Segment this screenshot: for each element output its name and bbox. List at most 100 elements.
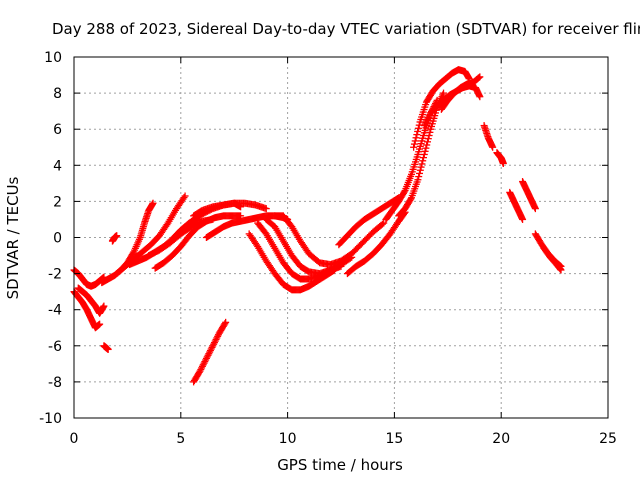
data-point (149, 199, 157, 207)
data-point (425, 132, 433, 140)
data-point (489, 143, 497, 151)
data-point (416, 166, 424, 174)
data-point (205, 350, 213, 358)
data-point (113, 232, 121, 240)
data-point (380, 219, 388, 227)
data-point (414, 127, 422, 135)
x-tick-label: 20 (492, 431, 510, 447)
data-point (210, 340, 218, 348)
y-tick-label: -6 (48, 339, 62, 355)
data-point (400, 188, 408, 196)
data-point (423, 117, 431, 125)
data-point (417, 163, 425, 171)
data-point (197, 365, 205, 373)
x-axis-label: GPS time / hours (277, 456, 403, 474)
data-point (203, 353, 211, 361)
data-point (414, 176, 422, 184)
data-point (476, 73, 484, 81)
data-point (415, 169, 423, 177)
data-point (519, 215, 527, 223)
data-point (180, 194, 188, 202)
data-point (209, 342, 217, 350)
data-point (206, 347, 214, 355)
data-point (198, 364, 206, 372)
x-tick-label: 5 (176, 431, 185, 447)
data-point (411, 137, 419, 145)
data-point (201, 358, 209, 366)
data-point (221, 320, 229, 328)
grid-lines (74, 57, 608, 418)
data-point (499, 159, 507, 167)
data-point (196, 367, 204, 375)
y-tick-label: 8 (53, 86, 62, 102)
data-point (211, 337, 219, 345)
data-point (531, 205, 539, 213)
y-tick-label: 2 (53, 194, 62, 210)
x-tick-label: 25 (599, 431, 617, 447)
data-point (204, 351, 212, 359)
data-point (104, 345, 112, 353)
y-tick-label: -8 (48, 375, 62, 391)
data-point (419, 157, 427, 165)
data-point (422, 118, 430, 126)
data-point (557, 266, 565, 274)
data-point (422, 144, 430, 152)
data-point (214, 332, 222, 340)
x-tick-label: 15 (385, 431, 403, 447)
data-point (424, 115, 432, 123)
data-point (129, 249, 137, 257)
data-point (206, 348, 214, 356)
data-point (424, 114, 432, 122)
data-point (202, 354, 210, 362)
data-point (425, 112, 433, 120)
y-tick-label: 6 (53, 122, 62, 138)
data-point (413, 131, 421, 139)
data-point (476, 93, 484, 101)
x-tick-label: 0 (70, 431, 79, 447)
y-axis-label: SDTVAR / TECUs (4, 176, 22, 299)
data-point (181, 192, 189, 200)
data-point (424, 138, 432, 146)
data-point (407, 195, 415, 203)
y-tick-label: 10 (44, 50, 62, 66)
data-point (222, 318, 230, 326)
data-point (378, 220, 386, 228)
data-point (474, 74, 482, 82)
data-point (426, 128, 434, 136)
data-point (212, 335, 220, 343)
data-point (475, 74, 483, 82)
data-point (418, 160, 426, 168)
data-point (440, 89, 448, 97)
data-point (262, 205, 270, 213)
y-tick-label: -10 (39, 411, 62, 427)
y-tick-label: 0 (53, 231, 62, 247)
data-point (420, 154, 428, 162)
data-point (421, 120, 429, 128)
data-point (420, 150, 428, 158)
data-point (207, 345, 215, 353)
data-point (410, 140, 418, 148)
y-tick-label: -2 (48, 267, 62, 283)
chart-title: Day 288 of 2023, Sidereal Day-to-day VTE… (52, 20, 640, 38)
data-point (208, 343, 216, 351)
data-point (421, 147, 429, 155)
data-point (198, 362, 206, 370)
data-point (202, 356, 210, 364)
x-tick-label: 10 (279, 431, 297, 447)
axis-ticks: 0 5 10 15 20 25 -10 -8 -6 -4 -2 0 2 4 6 8 10 (39, 50, 617, 447)
data-point (410, 143, 418, 151)
data-point (412, 134, 420, 142)
data-points (70, 66, 565, 386)
y-tick-label: -4 (48, 303, 62, 319)
data-point (415, 173, 423, 181)
data-point (414, 124, 422, 132)
data-point (213, 334, 221, 342)
data-point (200, 359, 208, 367)
data-point (96, 320, 104, 328)
data-point (420, 122, 428, 130)
data-point (210, 339, 218, 347)
data-point (237, 203, 245, 211)
data-point (100, 302, 108, 310)
